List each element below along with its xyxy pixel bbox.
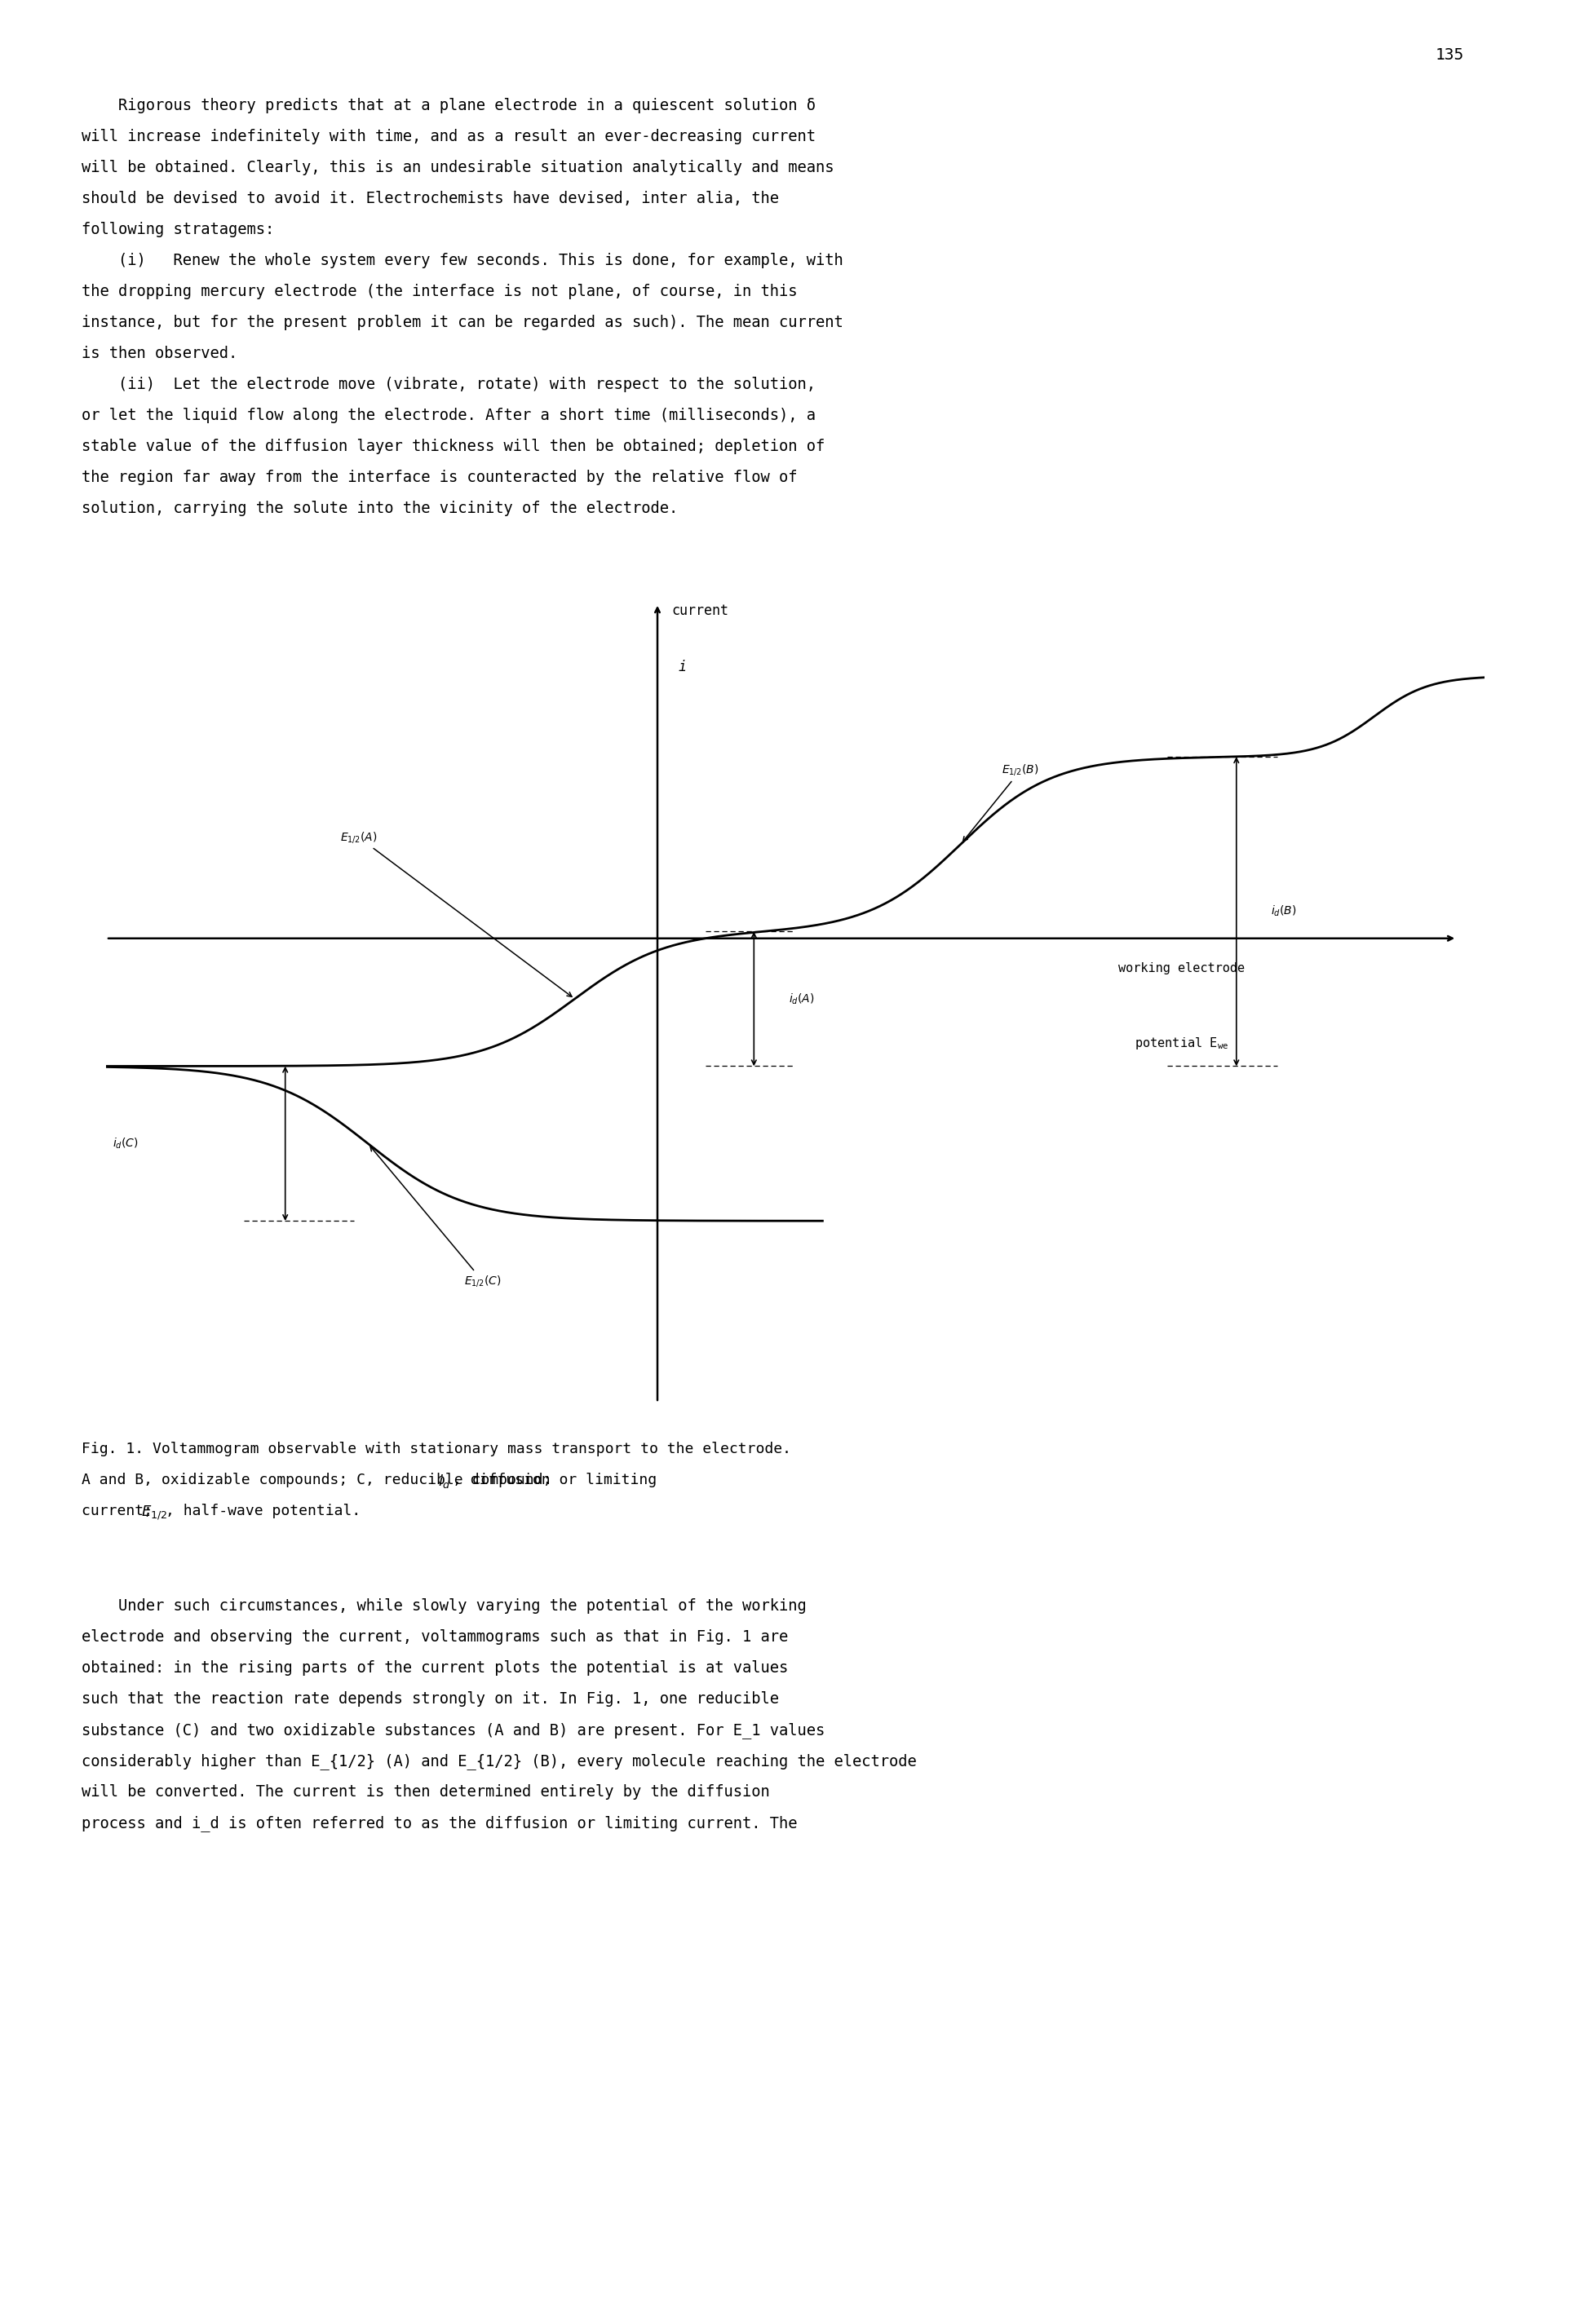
Text: the region far away from the interface is counteracted by the relative flow of: the region far away from the interface i…	[81, 469, 798, 486]
Text: $\mathit{i}_d\mathit{(A)}$: $\mathit{i}_d\mathit{(A)}$	[789, 992, 814, 1006]
Text: (ii)  Let the electrode move (vibrate, rotate) with respect to the solution,: (ii) Let the electrode move (vibrate, ro…	[81, 376, 816, 393]
Text: process and i_d is often referred to as the diffusion or limiting current. The: process and i_d is often referred to as …	[81, 1815, 798, 1831]
Text: will be obtained. Clearly, this is an undesirable situation analytically and mea: will be obtained. Clearly, this is an un…	[81, 160, 835, 174]
Text: $\mathit{E}_{1/2}\mathit{(A)}$: $\mathit{E}_{1/2}\mathit{(A)}$	[341, 830, 572, 997]
Text: Fig. 1. Voltammogram observable with stationary mass transport to the electrode.: Fig. 1. Voltammogram observable with sta…	[81, 1441, 792, 1457]
Text: Rigorous theory predicts that at a plane electrode in a quiescent solution δ: Rigorous theory predicts that at a plane…	[81, 98, 816, 114]
Text: $\mathit{i}_d\mathit{(C)}$: $\mathit{i}_d\mathit{(C)}$	[113, 1136, 139, 1150]
Text: will increase indefinitely with time, and as a result an ever-decreasing current: will increase indefinitely with time, an…	[81, 128, 816, 144]
Text: will be converted. The current is then determined entirely by the diffusion: will be converted. The current is then d…	[81, 1785, 769, 1799]
Text: such that the reaction rate depends strongly on it. In Fig. 1, one reducible: such that the reaction rate depends stro…	[81, 1692, 779, 1706]
Text: should be devised to avoid it. Electrochemists have devised, inter alia, the: should be devised to avoid it. Electroch…	[81, 191, 779, 207]
Text: stable value of the diffusion layer thickness will then be obtained; depletion o: stable value of the diffusion layer thic…	[81, 439, 825, 453]
Text: $\mathit{E}_{1/2}$: $\mathit{E}_{1/2}$	[142, 1504, 167, 1522]
Text: electrode and observing the current, voltammograms such as that in Fig. 1 are: electrode and observing the current, vol…	[81, 1629, 789, 1645]
Text: $\mathit{E}_{1/2}\mathit{(B)}$: $\mathit{E}_{1/2}\mathit{(B)}$	[964, 762, 1039, 841]
Text: $\mathit{E}_{1/2}\mathit{(C)}$: $\mathit{E}_{1/2}\mathit{(C)}$	[370, 1146, 502, 1290]
Text: instance, but for the present problem it can be regarded as such). The mean curr: instance, but for the present problem it…	[81, 314, 843, 330]
Text: $\mathit{i}_d$: $\mathit{i}_d$	[438, 1473, 451, 1490]
Text: , diffusion or limiting: , diffusion or limiting	[452, 1473, 656, 1487]
Text: substance (C) and two oxidizable substances (A and B) are present. For E_1 value: substance (C) and two oxidizable substan…	[81, 1722, 825, 1738]
Text: A and B, oxidizable compounds; C, reducible compound;: A and B, oxidizable compounds; C, reduci…	[81, 1473, 561, 1487]
Text: $\mathit{i}_d\mathit{(B)}$: $\mathit{i}_d\mathit{(B)}$	[1271, 904, 1297, 918]
Text: considerably higher than E_{1/2} (A) and E_{1/2} (B), every molecule reaching th: considerably higher than E_{1/2} (A) and…	[81, 1752, 916, 1769]
Text: potential $\mathregular{E_{we}}$: potential $\mathregular{E_{we}}$	[1134, 1034, 1228, 1050]
Text: the dropping mercury electrode (the interface is not plane, of course, in this: the dropping mercury electrode (the inte…	[81, 284, 798, 300]
Text: working electrode: working electrode	[1118, 962, 1244, 974]
Text: or let the liquid flow along the electrode. After a short time (milliseconds), a: or let the liquid flow along the electro…	[81, 407, 816, 423]
Text: is then observed.: is then observed.	[81, 346, 237, 360]
Text: Under such circumstances, while slowly varying the potential of the working: Under such circumstances, while slowly v…	[81, 1599, 806, 1613]
Text: following stratagems:: following stratagems:	[81, 221, 274, 237]
Text: 135: 135	[1435, 46, 1464, 63]
Text: , half-wave potential.: , half-wave potential.	[166, 1504, 360, 1518]
Text: obtained: in the rising parts of the current plots the potential is at values: obtained: in the rising parts of the cur…	[81, 1659, 789, 1676]
Text: current;: current;	[81, 1504, 161, 1518]
Text: (i)   Renew the whole system every few seconds. This is done, for example, with: (i) Renew the whole system every few sec…	[81, 253, 843, 267]
Text: i: i	[679, 660, 687, 674]
Text: current: current	[671, 604, 728, 618]
Text: solution, carrying the solute into the vicinity of the electrode.: solution, carrying the solute into the v…	[81, 500, 679, 516]
